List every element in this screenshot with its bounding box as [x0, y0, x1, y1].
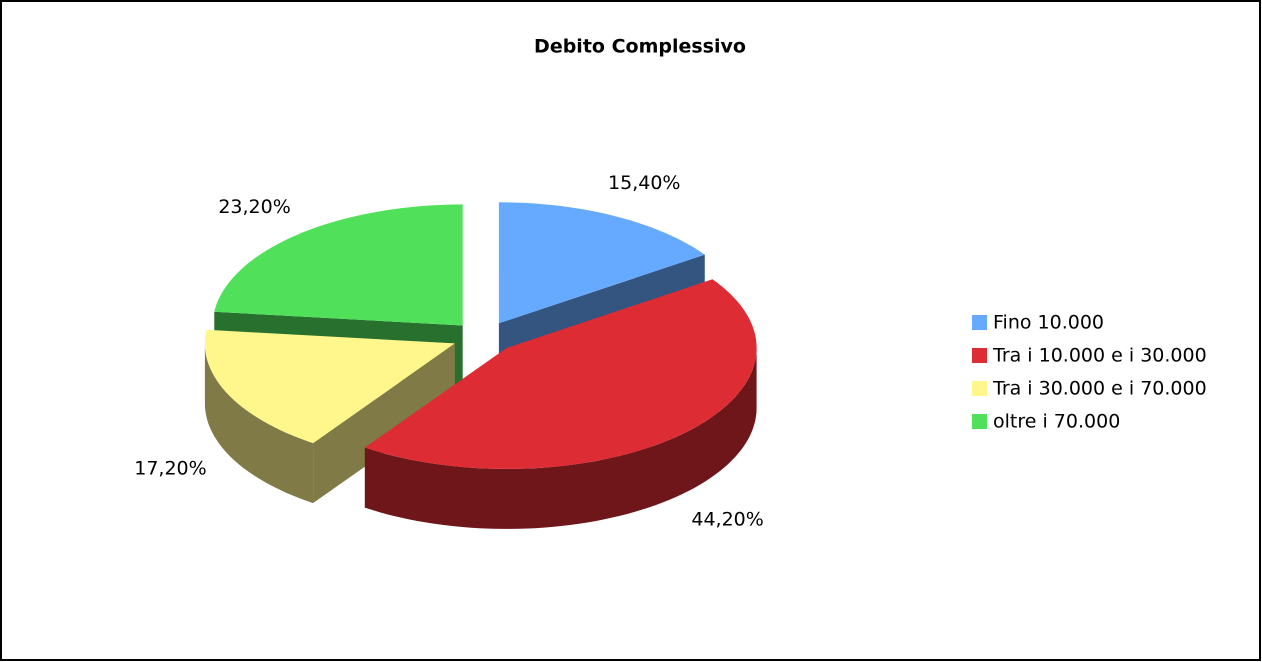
legend-swatch — [972, 348, 987, 363]
legend-label: Tra i 30.000 e i 70.000 — [992, 378, 1207, 400]
data-label: 15,40% — [608, 172, 680, 194]
slice-side — [364, 348, 757, 529]
slice-side — [204, 343, 314, 504]
slice — [498, 202, 705, 324]
data-label: 44,20% — [691, 508, 763, 530]
chart-title: Debito Complessivo — [534, 36, 746, 58]
slice — [214, 204, 463, 326]
legend-swatch — [972, 381, 987, 396]
legend-swatch — [972, 414, 987, 429]
slice-side — [313, 343, 455, 504]
data-label: 23,20% — [218, 196, 290, 218]
legend-swatch — [972, 315, 987, 330]
slice — [204, 329, 455, 444]
legend-label: Fino 10.000 — [993, 312, 1104, 334]
data-label: 17,20% — [134, 457, 206, 479]
legend-label: oltre i 70.000 — [993, 411, 1120, 433]
legend-label: Tra i 10.000 e i 30.000 — [992, 345, 1207, 367]
slice — [364, 279, 757, 469]
